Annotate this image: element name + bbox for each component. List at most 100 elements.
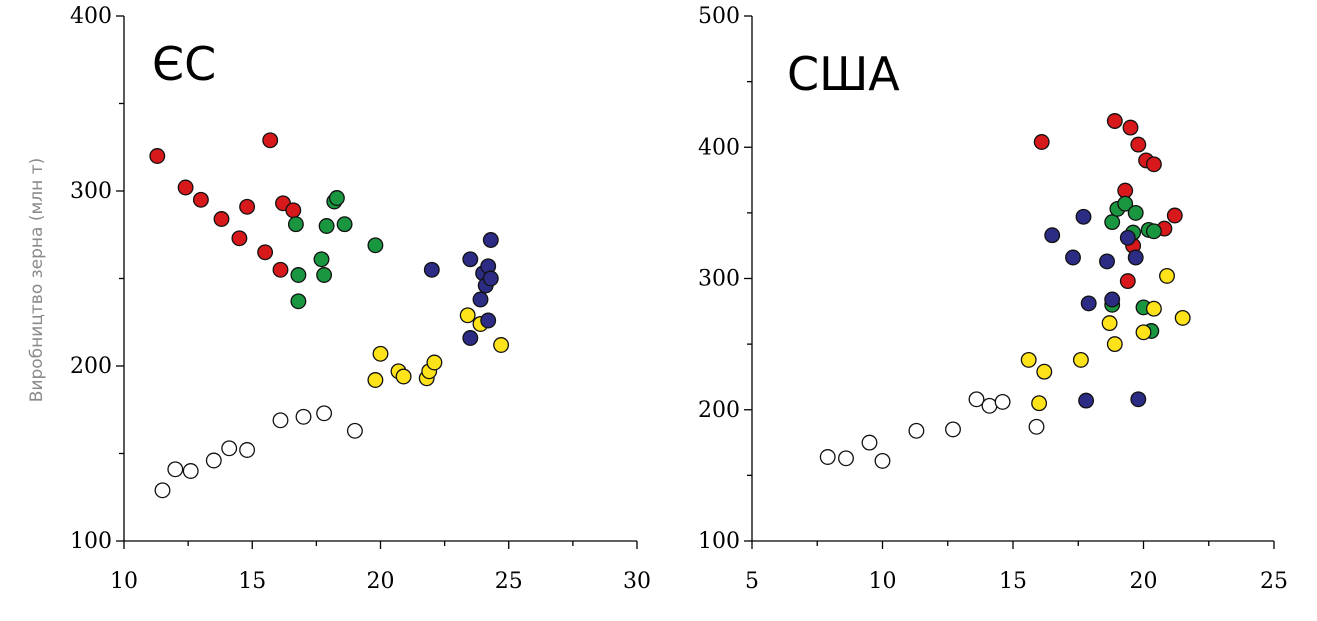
eu-point-hollow xyxy=(295,408,312,425)
eu-point-yellow xyxy=(367,372,384,388)
eu-point-green xyxy=(336,216,353,233)
eu-point-hollow xyxy=(167,461,184,478)
eu-point-red xyxy=(192,191,209,208)
usa-point-yellow xyxy=(1145,300,1162,317)
eu-point-hollow xyxy=(205,452,222,469)
usa-point-hollow xyxy=(908,422,925,439)
usa-point-hollow xyxy=(945,421,961,438)
eu-point-navy xyxy=(482,270,499,287)
usa-point-navy xyxy=(1127,249,1144,266)
usa-point-hollow xyxy=(968,391,985,408)
eu-point-green xyxy=(316,267,333,283)
usa-point-navy xyxy=(1099,253,1115,270)
usa-y-tick-label: 500 xyxy=(698,4,740,29)
usa-point-yellow xyxy=(1072,351,1089,368)
eu-point-hollow xyxy=(346,422,363,439)
eu-point-navy xyxy=(462,251,479,268)
eu-scatter-panel: 100 200 300 400 10 15 20 25 30 ЄС xyxy=(70,4,651,594)
eu-x-tick-label: 25 xyxy=(495,569,523,594)
eu-point-yellow xyxy=(493,337,510,353)
eu-point-hollow xyxy=(182,463,199,479)
eu-point-hollow xyxy=(239,442,256,458)
eu-point-red xyxy=(262,132,279,149)
usa-point-navy xyxy=(1119,229,1136,246)
usa-point-red xyxy=(1119,273,1136,290)
eu-point-yellow xyxy=(395,368,412,385)
eu-point-red xyxy=(272,261,289,278)
usa-point-yellow xyxy=(1159,267,1175,284)
usa-point-yellow xyxy=(1174,309,1191,326)
eu-point-navy xyxy=(482,232,499,248)
eu-point-hollow xyxy=(154,482,171,499)
eu-point-red xyxy=(213,211,230,227)
usa-point-yellow xyxy=(1106,336,1123,353)
usa-point-hollow xyxy=(874,452,891,469)
eu-y-tick-label: 300 xyxy=(70,179,112,204)
eu-panel-title: ЄС xyxy=(152,37,216,91)
eu-point-red xyxy=(257,244,274,261)
usa-point-navy xyxy=(1130,391,1147,408)
eu-point-yellow xyxy=(459,307,476,324)
usa-point-yellow xyxy=(1020,351,1037,368)
usa-point-red xyxy=(1166,207,1183,224)
usa-point-hollow xyxy=(981,397,998,414)
usa-point-red xyxy=(1122,119,1139,136)
usa-y-tick-label: 100 xyxy=(698,529,740,554)
usa-point-red xyxy=(1130,136,1147,153)
eu-y-tick-label: 400 xyxy=(70,4,112,29)
usa-x-tick-label: 20 xyxy=(1130,569,1158,594)
eu-point-red xyxy=(285,202,302,219)
eu-point-hollow xyxy=(221,440,238,457)
eu-point-green xyxy=(290,293,307,310)
usa-x-tick-label: 15 xyxy=(999,569,1027,594)
eu-point-yellow xyxy=(426,354,443,371)
eu-point-green xyxy=(318,218,335,234)
usa-point-navy xyxy=(1065,249,1081,266)
usa-point-yellow xyxy=(1031,395,1048,412)
y-axis-title: Виробництво зерна (млн т) xyxy=(27,158,47,402)
usa-point-green xyxy=(1145,223,1162,240)
usa-point-navy xyxy=(1044,227,1061,244)
eu-point-red xyxy=(231,230,248,247)
eu-x-tick-label: 20 xyxy=(367,569,395,594)
eu-y-tick-label: 100 xyxy=(70,529,112,554)
usa-y-tick-label: 200 xyxy=(698,398,740,423)
usa-point-yellow xyxy=(1101,315,1118,332)
eu-point-hollow xyxy=(272,412,289,429)
usa-y-tick-label: 400 xyxy=(698,135,740,160)
eu-point-red xyxy=(149,148,166,164)
usa-point-red xyxy=(1033,134,1050,150)
eu-x-tick-label: 30 xyxy=(623,569,651,594)
eu-point-navy xyxy=(423,261,440,278)
usa-point-hollow xyxy=(819,449,836,465)
usa-point-green xyxy=(1104,214,1121,231)
eu-point-navy xyxy=(462,330,479,346)
usa-point-navy xyxy=(1104,291,1121,308)
eu-point-green xyxy=(290,267,307,283)
eu-point-navy xyxy=(480,312,497,329)
eu-point-green xyxy=(313,251,330,268)
usa-scatter-panel: 100 200 300 400 500 5 10 15 20 25 США xyxy=(698,4,1288,594)
usa-x-tick-label: 5 xyxy=(745,569,759,594)
eu-x-tick-label: 15 xyxy=(238,569,266,594)
eu-y-tick-label: 200 xyxy=(70,354,112,379)
usa-panel-title: США xyxy=(787,47,900,101)
eu-point-yellow xyxy=(372,345,389,362)
usa-point-yellow xyxy=(1036,363,1053,380)
usa-point-hollow xyxy=(1028,418,1045,435)
usa-x-tick-label: 25 xyxy=(1260,569,1288,594)
usa-y-tick-label: 300 xyxy=(698,267,740,292)
usa-x-tick-label: 10 xyxy=(869,569,897,594)
usa-point-navy xyxy=(1075,208,1092,225)
usa-point-hollow xyxy=(838,450,854,467)
usa-point-red xyxy=(1145,156,1162,173)
eu-point-green xyxy=(367,237,384,254)
eu-point-green xyxy=(287,216,304,233)
eu-x-tick-label: 10 xyxy=(110,569,138,594)
eu-point-hollow xyxy=(316,405,333,422)
usa-point-green xyxy=(1127,204,1144,221)
usa-point-red xyxy=(1117,182,1134,199)
eu-point-red xyxy=(177,179,194,196)
eu-point-green xyxy=(328,190,345,206)
